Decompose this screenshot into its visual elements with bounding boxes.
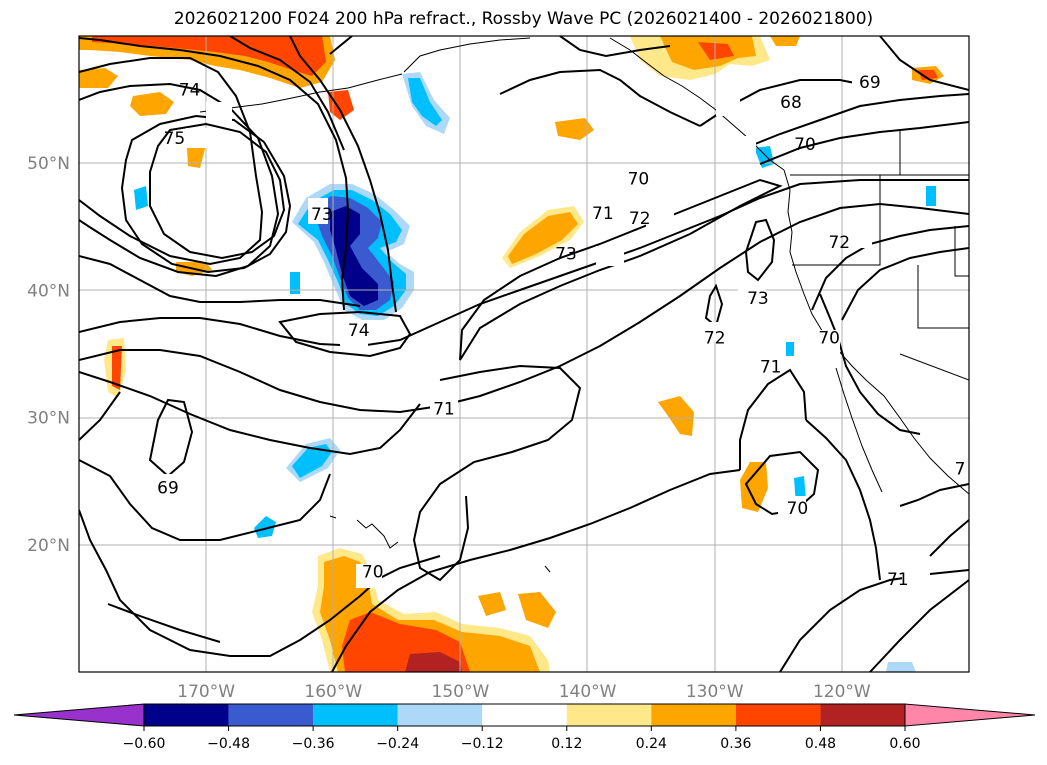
longitude-tick-label: 170°W <box>177 682 235 702</box>
negative-anomaly-area <box>886 662 916 672</box>
contour-label: 69 <box>157 479 179 499</box>
negative-anomaly-area <box>292 444 332 478</box>
contour-label: 68 <box>780 93 802 113</box>
longitude-tick-label: 160°W <box>304 682 362 702</box>
contour-label: 72 <box>629 209 651 229</box>
latitude-tick-label: 40°N <box>27 281 70 301</box>
colorbar-tick-label: 0.48 <box>805 736 836 752</box>
colorbar-tick-label: −0.60 <box>123 736 166 752</box>
contour-labels: 74 75 73 74 70 71 72 73 72 73 72 71 70 71 69 70 70 71 69 68… <box>157 73 965 590</box>
colorbar-tick-labels: −0.60 −0.48 −0.36 −0.24 −0.12 0.12 0.24 0.36 0.4… <box>123 726 921 752</box>
colorbar-tick-label: −0.24 <box>376 736 419 752</box>
colorbar-tick-label: −0.36 <box>292 736 335 752</box>
longitude-tick-label: 150°W <box>432 682 490 702</box>
contour-label: 70 <box>818 328 840 348</box>
negative-anomaly-area <box>926 186 936 206</box>
refractivity-contours <box>79 36 969 672</box>
contour-label: 74 <box>179 80 201 100</box>
colorbar-tick-label: −0.12 <box>461 736 504 752</box>
longitude-tick-label: 140°W <box>559 682 617 702</box>
contour-label: 74 <box>348 321 370 341</box>
latitude-tick-label: 20°N <box>27 536 70 556</box>
colorbar-segment <box>566 704 652 726</box>
positive-anomaly-area <box>658 396 694 436</box>
positive-anomaly-area <box>740 462 768 512</box>
contour-label: 7 <box>955 459 966 479</box>
colorbar-tick-label: 0.36 <box>720 736 751 752</box>
contour-label: 75 <box>164 129 186 149</box>
colorbar-segment <box>482 704 567 726</box>
colorbar-tick-label: 0.24 <box>636 736 667 752</box>
colorbar-segment <box>313 704 398 726</box>
negative-anomaly-area <box>408 78 442 126</box>
contour-label: 70 <box>362 563 384 583</box>
extreme-positive-anomaly-area <box>405 652 462 672</box>
contour-label: 71 <box>433 400 455 420</box>
longitude-tick-label: 130°W <box>686 682 744 702</box>
contour-label: 70 <box>628 169 650 189</box>
strong-positive-anomaly-area <box>918 70 938 80</box>
contour-label: 71 <box>592 204 614 224</box>
map-frame <box>78 35 970 673</box>
contour-label: 72 <box>828 233 850 253</box>
colorbar-tick-label: −0.48 <box>207 736 250 752</box>
strong-positive-anomaly-area <box>698 42 734 60</box>
positive-anomaly-area <box>508 212 578 264</box>
positive-anomaly-area <box>518 592 556 628</box>
colorbar <box>13 703 1036 727</box>
colorbar-tick-label: 0.12 <box>551 736 582 752</box>
negative-anomaly-area <box>786 342 794 356</box>
negative-anomaly-area <box>254 516 276 538</box>
anomaly-shading <box>79 36 944 672</box>
positive-anomaly-area <box>478 592 506 616</box>
colorbar-segment <box>144 704 229 726</box>
contour-label: 73 <box>555 245 577 265</box>
positive-anomaly-area <box>130 92 174 116</box>
positive-anomaly-area <box>328 90 354 120</box>
colorbar-extend-high <box>904 703 1036 727</box>
strong-positive-anomaly-area <box>112 346 122 390</box>
contour-label: 70 <box>787 499 809 519</box>
negative-anomaly-area <box>134 186 148 210</box>
contour-label: 69 <box>859 73 881 93</box>
colorbar-outline <box>143 703 906 727</box>
colorbar-segment <box>651 704 736 726</box>
latitude-tick-label: 30°N <box>27 409 70 429</box>
negative-anomaly-area <box>290 272 300 294</box>
colorbar-extend-low <box>13 703 145 727</box>
latitude-tick-labels: 50°N 40°N 30°N 20°N <box>27 154 70 556</box>
colorbar-segment <box>735 704 821 726</box>
contour-label: 71 <box>760 358 782 378</box>
latitude-tick-label: 50°N <box>27 154 70 174</box>
contour-label: 71 <box>887 570 909 590</box>
positive-anomaly-area <box>770 36 800 46</box>
colorbar-segment <box>820 704 905 726</box>
longitude-tick-labels: 170°W 160°W 150°W 140°W 130°W 120°W <box>177 682 871 702</box>
contour-label: 73 <box>311 205 333 225</box>
extreme-negative-anomaly-area <box>330 206 378 306</box>
contour-label: 70 <box>794 135 816 155</box>
strong-positive-anomaly-area <box>92 36 326 76</box>
colorbar-segment <box>228 704 314 726</box>
contour-label-halos <box>154 80 930 590</box>
colorbar-segment <box>397 704 483 726</box>
positive-anomaly-area <box>79 68 118 88</box>
contour-label: 72 <box>704 328 726 348</box>
map-title: 2026021200 F024 200 hPa refract., Rossby… <box>173 9 874 29</box>
map-area: 74 75 73 74 70 71 72 73 72 73 72 71 70 71 69 70 70 71 69 68… <box>79 36 969 672</box>
longitude-tick-label: 120°W <box>813 682 871 702</box>
contour-label: 73 <box>747 289 769 309</box>
positive-anomaly-area <box>555 118 594 140</box>
colorbar-tick-label: 0.60 <box>889 736 920 752</box>
